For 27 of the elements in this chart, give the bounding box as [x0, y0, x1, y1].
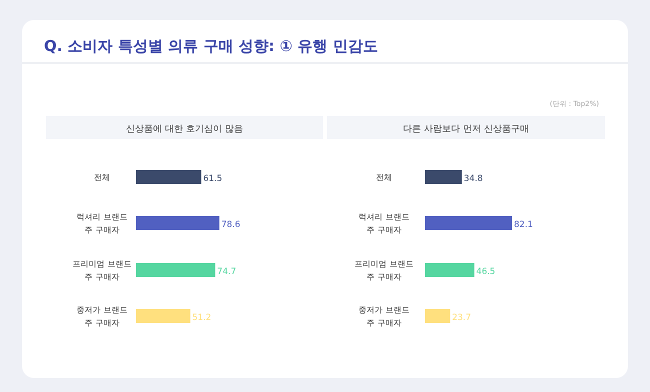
- chart-title: Q. 소비자 특성별 의류 구매 성향: ① 유행 민감도: [44, 37, 378, 55]
- bar: [136, 216, 220, 230]
- y-tick-label: 전체: [94, 173, 110, 182]
- y-tick-label: 럭셔리 브랜드 주 구매자: [76, 212, 128, 234]
- bar: [425, 263, 474, 277]
- bar: [425, 170, 462, 184]
- data-label: 78.6: [221, 220, 240, 230]
- y-tick-label: 프리미엄 브랜드 주 구매자: [354, 260, 414, 282]
- y-tick-label: 프리미엄 브랜드 주 구매자: [72, 260, 132, 282]
- y-tick-label: 중저가 브랜드 주 구매자: [76, 306, 128, 328]
- bar: [136, 263, 216, 277]
- data-label: 61.5: [203, 174, 222, 184]
- data-label: 82.1: [514, 220, 533, 230]
- bar: [425, 309, 450, 323]
- data-label: 34.8: [464, 174, 483, 184]
- data-label: 46.5: [476, 267, 496, 277]
- data-label: 51.2: [192, 313, 212, 323]
- bar: [136, 170, 202, 184]
- data-label: 74.7: [217, 267, 236, 277]
- data-label: 23.7: [452, 313, 472, 323]
- bar: [136, 309, 190, 323]
- bar: [425, 216, 512, 230]
- y-tick-label: 럭셔리 브랜드 주 구매자: [358, 212, 410, 234]
- y-tick-label: 중저가 브랜드 주 구매자: [358, 306, 410, 328]
- chart-subtitle: 다른 사람보다 먼저 신상품구매: [403, 124, 529, 134]
- y-tick-label: 전체: [376, 173, 392, 182]
- chart-subtitle: 신상품에 대한 호기심이 많음: [126, 124, 243, 134]
